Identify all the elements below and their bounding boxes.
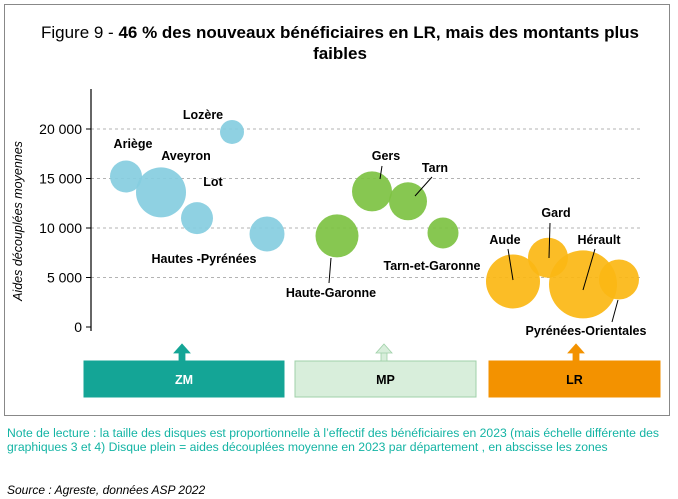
y-tick-label: 5 000 <box>47 270 82 286</box>
leader-line <box>582 248 596 291</box>
figure-frame <box>4 4 670 416</box>
reading-note: Note de lecture : la taille des disques … <box>7 426 659 454</box>
label-tarn-et-garonne: Tarn-et-Garonne <box>384 259 481 273</box>
label-hautes-pyr-n-es: Hautes -Pyrénées <box>152 252 257 266</box>
leader-line <box>548 222 551 259</box>
label-tarn: Tarn <box>422 161 448 175</box>
bubble-aveyron <box>136 167 186 218</box>
zone-label-mp: MP <box>376 373 395 387</box>
label-gers: Gers <box>372 149 401 163</box>
zone-label-zm: ZM <box>175 373 193 387</box>
zone-bar-mp <box>294 360 477 398</box>
bubble-aude <box>486 254 540 309</box>
label-pyr-n-es-orientales: Pyrénées-Orientales <box>526 324 647 338</box>
label-aude: Aude <box>489 233 520 247</box>
chart-title: Figure 9 - 46 % des nouveaux bénéficiair… <box>30 22 650 64</box>
label-ari-ge: Ariège <box>114 137 153 151</box>
bubble-haute-garonne <box>315 214 359 258</box>
bubble-ari-ge <box>110 160 142 193</box>
chart: 0 5 000 10 000 15 000 20 000 Aides découplées… <box>11 89 661 398</box>
leader-line <box>611 299 619 323</box>
leader-line <box>328 257 332 284</box>
bubble-tarn <box>389 182 427 221</box>
bubble-lot <box>181 202 213 235</box>
zone-arrow-head-zm <box>173 343 191 354</box>
y-tick-label: 20 000 <box>39 121 82 137</box>
label-h-rault: Hérault <box>577 233 621 247</box>
bubble-gers <box>352 171 392 212</box>
leader-line <box>414 176 433 197</box>
bubble-loz-re <box>220 119 244 144</box>
y-axis: 0 5 000 10 000 15 000 20 000 Aides découplées… <box>11 89 92 335</box>
label-lot: Lot <box>203 175 223 189</box>
bubble-hautes-pyr-n-es <box>249 216 285 252</box>
point-labels: Ariège Aveyron Lot Lozère Hautes -Pyrénées Ha… <box>114 108 647 338</box>
zone-bar-zm <box>83 360 285 398</box>
bubble-tarn-et-garonne <box>427 217 459 249</box>
label-gard: Gard <box>541 206 570 220</box>
y-tick-label: 10 000 <box>39 220 82 236</box>
title-prefix: Figure 9 - <box>40 23 119 42</box>
zone-axis: ZM MP LR <box>83 343 661 398</box>
zone-arrow-head-mp <box>375 343 393 354</box>
y-tick-label: 0 <box>74 319 82 335</box>
bubbles <box>110 119 639 319</box>
label-aveyron: Aveyron <box>161 149 211 163</box>
y-axis-title: Aides découplées moyennes <box>11 141 25 302</box>
label-haute-garonne: Haute-Garonne <box>286 286 376 300</box>
label-loz-re: Lozère <box>183 108 223 122</box>
y-tick-label: 15 000 <box>39 171 82 187</box>
zone-arrow-head-lr <box>567 343 585 354</box>
leader-line <box>507 248 514 281</box>
bubble-h-rault <box>549 250 617 319</box>
leader-line <box>379 165 383 180</box>
title-bold: 46 % des nouveaux bénéficiaires en LR, m… <box>118 23 640 63</box>
bubble-pyr-n-es-orientales <box>599 259 639 300</box>
zone-label-lr: LR <box>566 373 583 387</box>
source-line: Source : Agreste, données ASP 2022 <box>7 483 206 497</box>
